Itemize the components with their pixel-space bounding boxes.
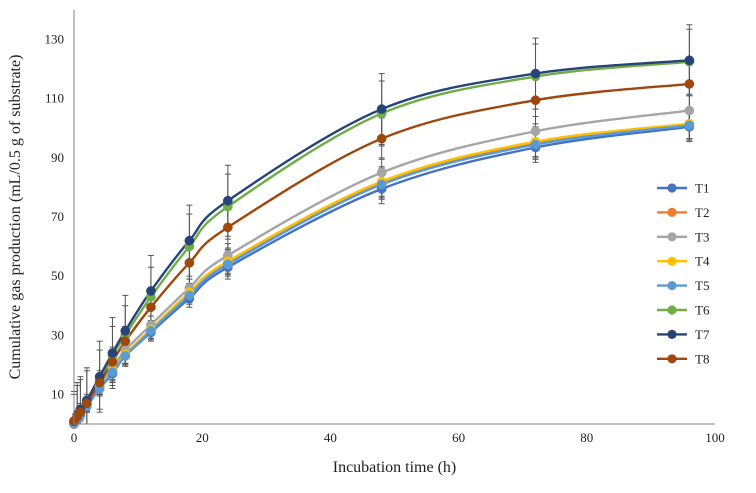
legend-label-t6: T6 (695, 303, 710, 318)
legend-label-t5: T5 (695, 278, 709, 293)
data-point-t8 (684, 79, 695, 89)
y-tick-label: 110 (45, 91, 64, 106)
data-point-t5 (146, 326, 156, 336)
data-point-t5 (530, 139, 541, 150)
data-point-t7 (107, 348, 118, 358)
data-point-t7 (146, 286, 156, 296)
data-point-t5 (222, 259, 233, 270)
data-point-t5 (107, 367, 118, 378)
x-tick-label: 80 (580, 430, 593, 445)
legend-label-t2: T2 (695, 205, 709, 220)
legend-marker-t5 (667, 281, 677, 291)
data-point-t8 (81, 398, 92, 409)
axes (73, 10, 715, 425)
data-point-t3 (684, 105, 695, 116)
data-point-t8 (530, 95, 541, 106)
legend-label-t8: T8 (695, 351, 709, 366)
legend-label-t4: T4 (695, 254, 710, 269)
data-point-t8 (146, 302, 156, 313)
legend-marker-t3 (667, 232, 677, 242)
x-tick-label: 0 (71, 430, 78, 445)
legend-label-t1: T1 (695, 181, 709, 196)
data-point-t7 (184, 235, 195, 246)
data-point-t8 (75, 407, 86, 418)
tick-labels: 0 20 40 60 80 100 10 30 50 70 90 110 130 (45, 32, 725, 445)
data-point-t8 (107, 357, 118, 367)
y-tick-label: 90 (51, 150, 64, 165)
data-point-t8 (222, 222, 233, 233)
data-point-t5 (684, 120, 695, 131)
data-point-t5 (376, 179, 387, 190)
legend-marker-t1 (667, 183, 677, 193)
data-point-t7 (684, 55, 695, 66)
legend-marker-t4 (667, 256, 677, 266)
legend-marker-t8 (667, 354, 677, 364)
data-point-t7 (120, 326, 131, 336)
y-tick-label: 70 (51, 209, 64, 224)
data-point-t3 (376, 167, 387, 178)
data-point-t7 (376, 104, 387, 114)
data-point-t3 (530, 126, 541, 137)
x-tick-label: 40 (324, 430, 337, 445)
data-point-t8 (376, 133, 387, 144)
error-bars (71, 24, 693, 425)
y-tick-label: 30 (51, 327, 64, 342)
x-tick-label: 60 (452, 430, 465, 445)
data-point-t5 (184, 290, 195, 301)
data-point-t7 (530, 68, 541, 79)
y-tick-label: 10 (51, 386, 64, 401)
legend-marker-t7 (667, 329, 677, 339)
x-tick-label: 20 (196, 430, 209, 445)
series-points (69, 55, 695, 429)
data-point-t5 (120, 351, 131, 361)
data-point-t8 (120, 336, 131, 347)
legend-marker-t6 (667, 305, 677, 315)
data-point-t7 (222, 195, 233, 206)
legend: T1 T2 T3 T4 T5 T6 T7 T8 (657, 181, 710, 366)
data-point-t8 (94, 377, 105, 388)
legend-marker-t2 (667, 207, 677, 217)
x-tick-label: 100 (705, 430, 725, 445)
legend-label-t7: T7 (695, 327, 710, 342)
y-tick-label: 130 (45, 32, 65, 47)
legend-label-t3: T3 (695, 229, 709, 244)
data-point-t8 (184, 257, 195, 268)
y-tick-label: 50 (51, 268, 64, 283)
y-axis-title: Cumulative gas production (mL/0.5 g of s… (7, 55, 24, 380)
x-axis-title: Incubation time (h) (333, 459, 457, 476)
